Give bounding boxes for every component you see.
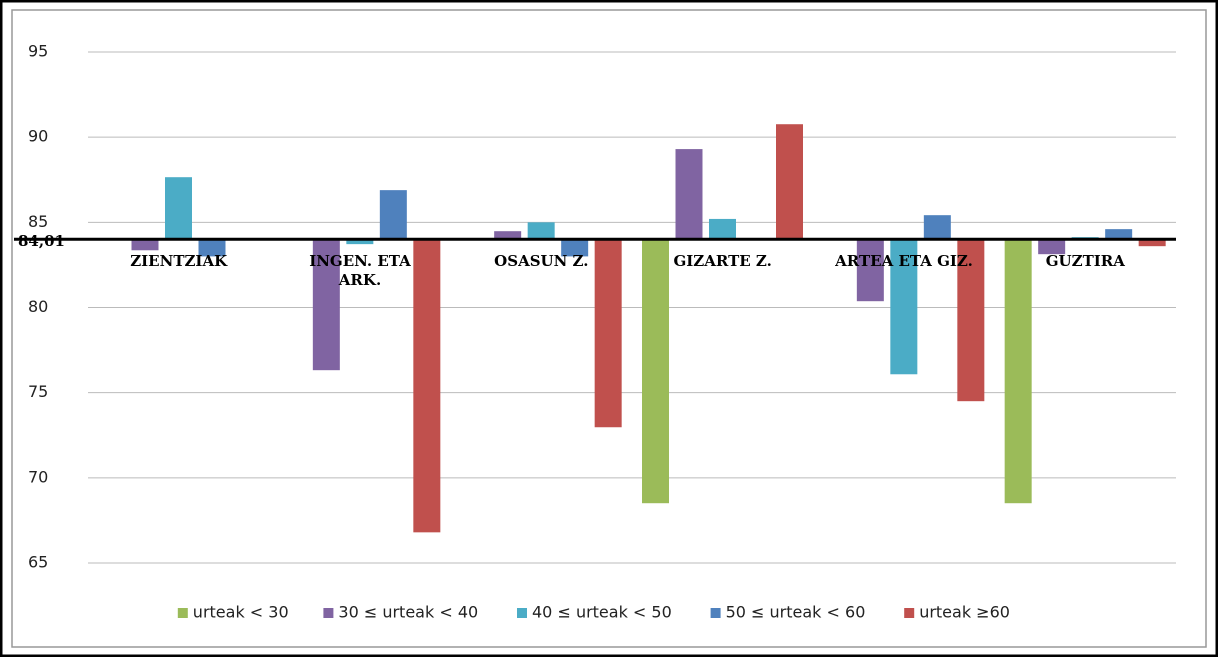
x-tick-label-box: GUZTIRA [1045, 252, 1125, 271]
bar [312, 239, 340, 371]
bar [413, 239, 441, 533]
bar [494, 231, 522, 240]
legend-swatch [517, 608, 527, 618]
bar [131, 239, 159, 251]
y-tick-label: 90 [28, 127, 48, 146]
bar [561, 239, 589, 257]
bar [923, 215, 951, 240]
legend-label: 50 ≤ urteak < 60 [726, 603, 866, 622]
legend-label: 40 ≤ urteak < 50 [532, 603, 672, 622]
x-tick-label: OSASUN Z. [494, 252, 589, 271]
bar [675, 149, 703, 240]
bar [856, 239, 884, 302]
legend-swatch [177, 608, 188, 618]
bar [346, 239, 374, 245]
bar [527, 222, 555, 240]
bar [776, 124, 803, 240]
y-tick-label: 85 [28, 212, 48, 231]
baseline-label: 84,01 [18, 232, 65, 250]
bar [594, 239, 622, 428]
y-tick-label: 95 [28, 42, 48, 61]
legend-swatch [323, 608, 334, 618]
bar [165, 177, 192, 240]
x-tick-label-box: OSASUN Z. [494, 252, 589, 271]
legend-label: urteak ≥60 [919, 603, 1010, 622]
y-tick-label: 65 [28, 553, 48, 572]
x-tick-label: GIZARTE Z. [673, 252, 772, 271]
x-tick-label: ZIENTZIAK [130, 252, 228, 271]
legend-swatch [904, 608, 915, 618]
bar [1105, 229, 1133, 240]
bar [198, 239, 226, 257]
y-tick-label: 80 [28, 297, 48, 316]
x-tick-label-box: GIZARTE Z. [673, 252, 772, 271]
bar [1004, 239, 1032, 504]
y-tick-label: 75 [28, 382, 48, 401]
x-tick-label: ARTEA ETA GIZ. [835, 252, 973, 271]
y-tick-label: 70 [28, 467, 48, 486]
x-tick-label: INGEN. ETA ARK. [309, 252, 411, 290]
bar [379, 190, 407, 240]
x-tick-label-box: ARTEA ETA GIZ. [835, 252, 973, 271]
x-tick-label-box: INGEN. ETA ARK. [309, 252, 411, 290]
legend-label: urteak < 30 [193, 603, 289, 622]
bar [957, 239, 985, 402]
legend-label: 30 ≤ urteak < 40 [338, 603, 478, 622]
bar [890, 239, 918, 375]
x-tick-label: GUZTIRA [1045, 252, 1125, 271]
bar [1038, 239, 1066, 255]
bar [1138, 239, 1166, 247]
legend-swatch [710, 608, 721, 618]
bar [642, 239, 669, 504]
bar [709, 218, 736, 240]
x-tick-label-box: ZIENTZIAK [130, 252, 228, 271]
